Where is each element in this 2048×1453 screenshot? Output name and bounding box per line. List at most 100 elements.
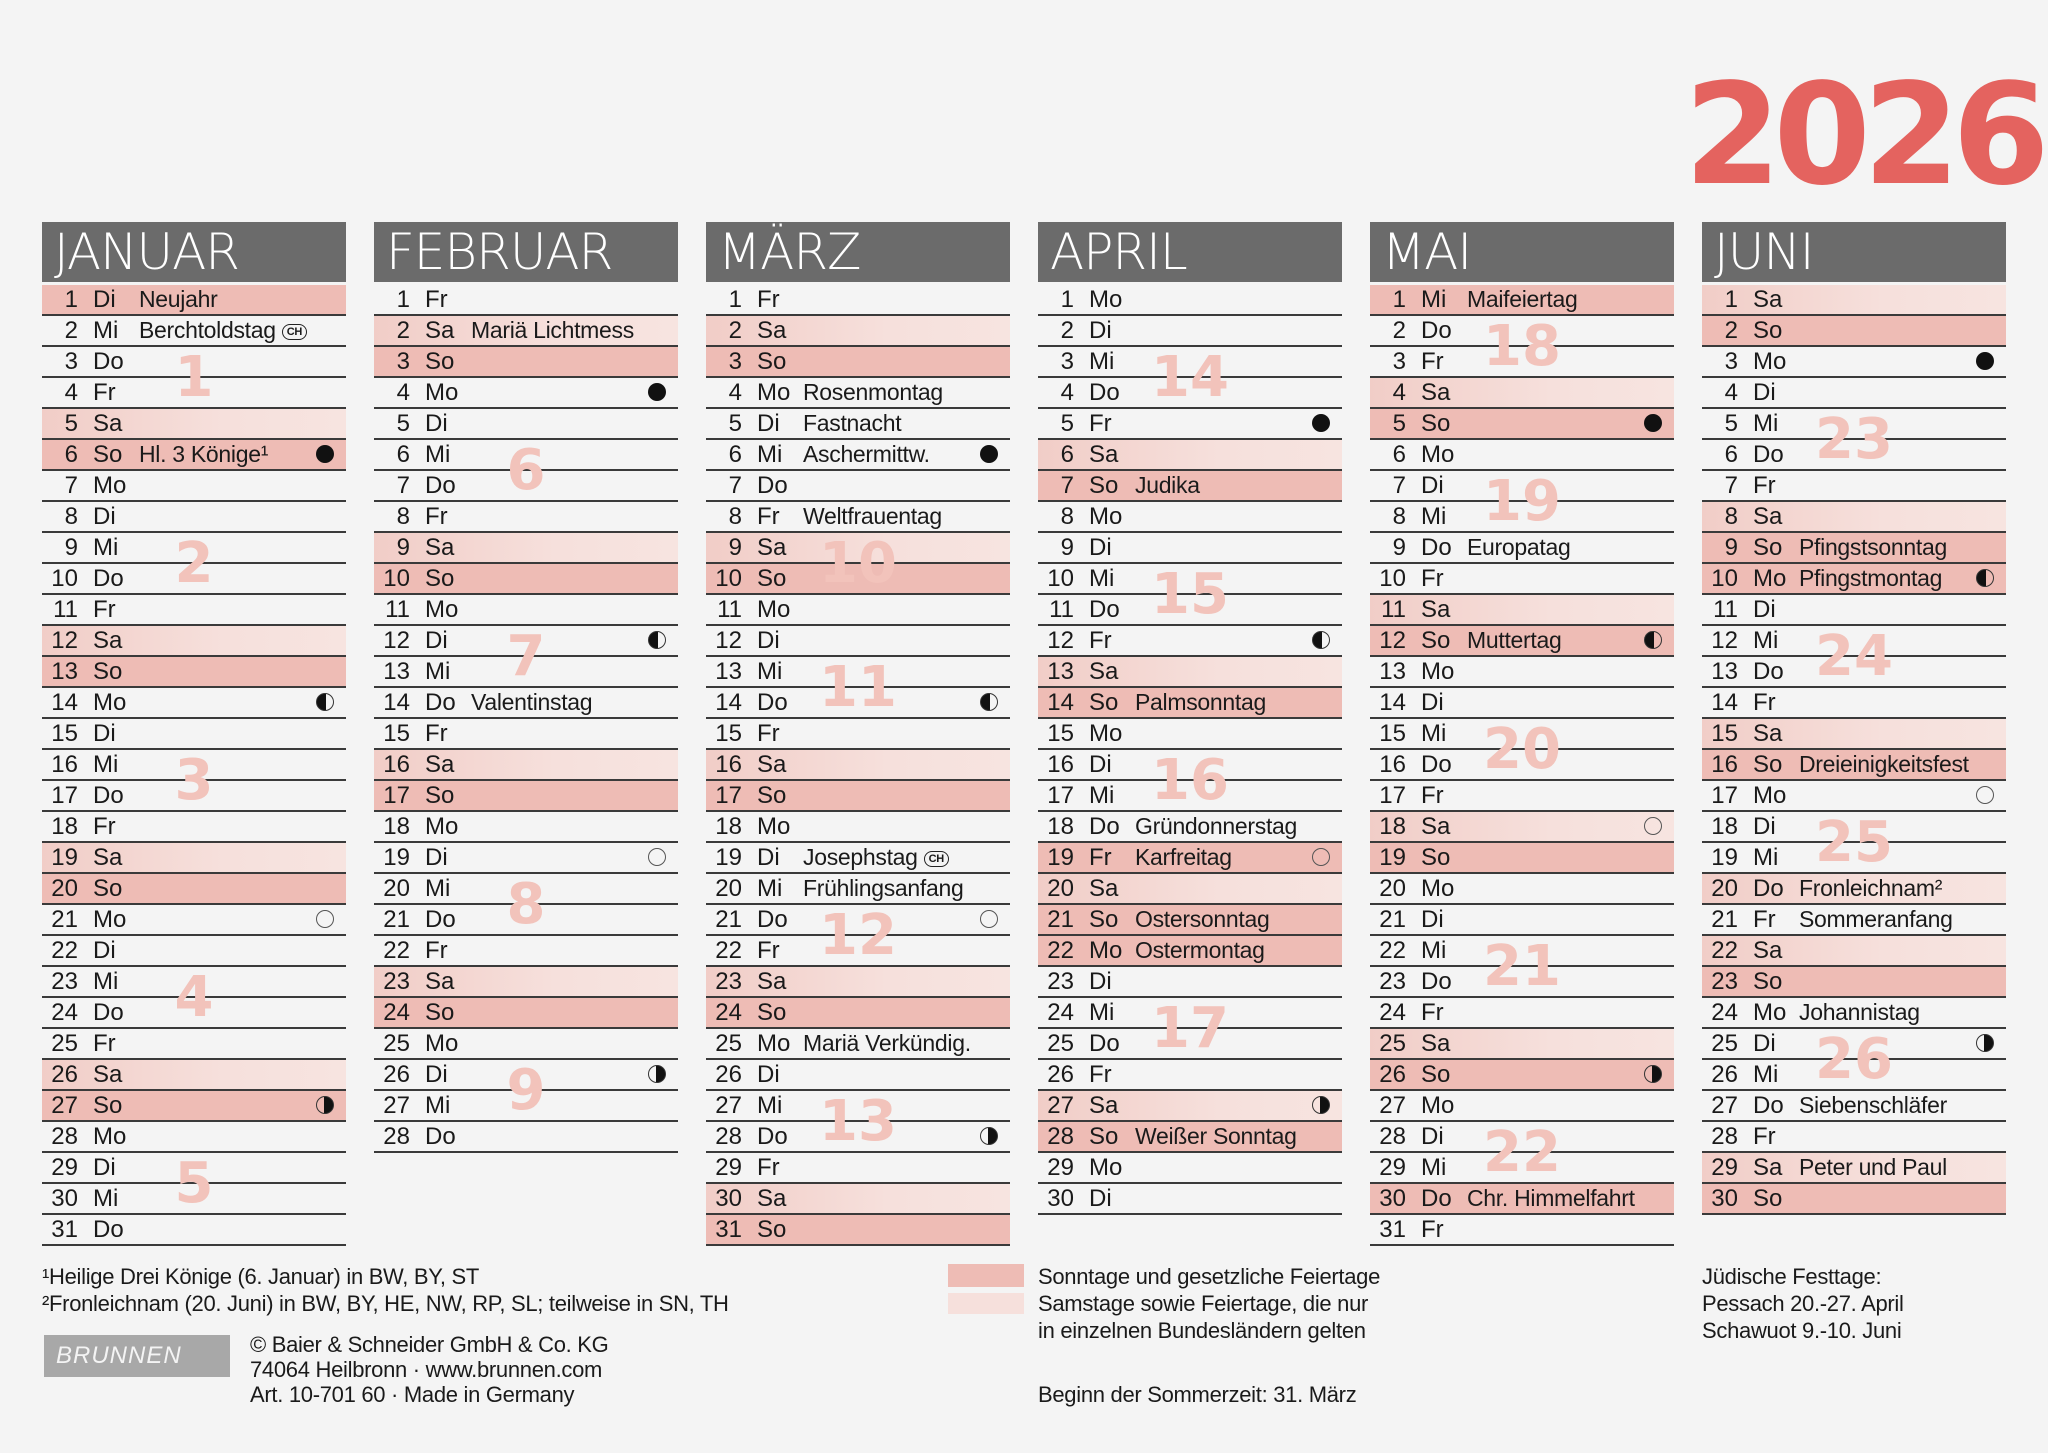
weekday: Do — [425, 472, 456, 499]
weekday: Mo — [1753, 565, 1787, 592]
day-row: 22 Mi — [1370, 936, 1674, 967]
weekday: Mo — [1753, 348, 1787, 375]
holiday-label: Fastnacht — [803, 410, 902, 436]
month-title: FEBRUAR — [374, 222, 678, 282]
holiday-label-wrap: Siebenschläfer — [1799, 1091, 1947, 1120]
holiday-label: Josephstag — [803, 844, 918, 870]
weekday: Mi — [1089, 565, 1115, 592]
holiday-label-wrap: Fronleichnam² — [1799, 874, 1942, 903]
day-number: 4 — [64, 379, 78, 406]
weekday: Sa — [1753, 286, 1783, 313]
day-row: 29 Sa Peter und Paul — [1702, 1153, 2006, 1184]
weekday: Mi — [93, 1185, 119, 1212]
week-number: 5 — [174, 1151, 214, 1216]
day-row: 19 Fr Karfreitag — [1038, 843, 1342, 874]
weekday: Sa — [425, 534, 455, 561]
day-row: 13 Do — [1702, 657, 2006, 688]
day-number: 5 — [728, 410, 742, 437]
day-number: 28 — [51, 1123, 78, 1150]
holiday-label: Mariä Lichtmess — [471, 317, 634, 343]
day-number: 17 — [51, 782, 78, 809]
day-list: 1 Mi Maifeiertag 2 Do 3 Fr 4 Sa 5 So 6 Mo 7 Di 8 Mi 9 Do Eu… — [1370, 285, 1674, 1246]
day-number: 24 — [383, 999, 410, 1026]
day-number: 17 — [1711, 782, 1738, 809]
weekday: Do — [1421, 751, 1452, 778]
day-number: 20 — [715, 875, 742, 902]
day-row: 18 Fr — [42, 812, 346, 843]
day-number: 30 — [1379, 1185, 1406, 1212]
holiday-label: Weltfrauentag — [803, 503, 942, 529]
weekday: Fr — [1421, 1216, 1444, 1243]
day-row: 25 Sa — [1370, 1029, 1674, 1060]
moon-full-icon — [1976, 352, 1994, 370]
moon-full-icon — [316, 445, 334, 463]
day-row: 23 Di — [1038, 967, 1342, 998]
weekday: Do — [93, 782, 124, 809]
month-title: JANUAR — [42, 222, 346, 282]
day-number: 8 — [396, 503, 410, 530]
weekday: Di — [93, 286, 116, 313]
holiday-label: Siebenschläfer — [1799, 1092, 1947, 1118]
day-list: 1 Sa 2 So 3 Mo 4 Di 5 Mi 6 Do 7 Fr 8 Sa 9 So Pfingstsonnta… — [1702, 285, 2006, 1215]
day-row: 23 So — [1702, 967, 2006, 998]
weekday: Do — [425, 689, 456, 716]
imprint-line-2: 74064 Heilbronn · www.brunnen.com — [250, 1357, 603, 1382]
weekday: Do — [93, 999, 124, 1026]
day-number: 22 — [715, 937, 742, 964]
day-row: 20 So — [42, 874, 346, 905]
day-row: 5 Di — [374, 409, 678, 440]
weekday: Do — [93, 348, 124, 375]
day-row: 9 Di — [1038, 533, 1342, 564]
holiday-label: Chr. Himmelfahrt — [1467, 1185, 1635, 1211]
day-number: 28 — [1711, 1123, 1738, 1150]
week-number: 3 — [174, 748, 214, 813]
day-number: 5 — [1392, 410, 1406, 437]
holiday-label: Weißer Sonntag — [1135, 1123, 1297, 1149]
moon-last-icon — [1312, 1096, 1330, 1114]
weekday: Mo — [1421, 658, 1455, 685]
day-row: 29 Mo — [1038, 1153, 1342, 1184]
day-row: 20 Mi — [374, 874, 678, 905]
day-number: 3 — [1392, 348, 1406, 375]
brunnen-logo: BRUNNEN — [44, 1335, 230, 1377]
day-row: 30 Di — [1038, 1184, 1342, 1215]
holiday-label-wrap: Palmsonntag — [1135, 688, 1266, 717]
day-row: 1 Mo — [1038, 285, 1342, 316]
weekday: Di — [1753, 813, 1776, 840]
holiday-label: Judika — [1135, 472, 1200, 498]
holiday-label-wrap: Chr. Himmelfahrt — [1467, 1184, 1635, 1213]
holiday-label-wrap: Europatag — [1467, 533, 1571, 562]
month-title: MÄRZ — [706, 222, 1010, 282]
day-number: 28 — [1047, 1123, 1074, 1150]
day-number: 1 — [1392, 286, 1406, 313]
day-row: 23 Do — [1370, 967, 1674, 998]
day-number: 29 — [1711, 1154, 1738, 1181]
day-row: 10 Mo Pfingstmontag — [1702, 564, 2006, 595]
day-number: 15 — [383, 720, 410, 747]
day-row: 29 Mi — [1370, 1153, 1674, 1184]
day-number: 2 — [64, 317, 78, 344]
weekday: Mo — [1089, 503, 1123, 530]
day-number: 17 — [1379, 782, 1406, 809]
holiday-label-wrap: Josephstag CH — [803, 843, 949, 872]
day-number: 25 — [1379, 1030, 1406, 1057]
holiday-label-wrap: Fastnacht — [803, 409, 902, 438]
day-number: 6 — [1724, 441, 1738, 468]
day-number: 8 — [64, 503, 78, 530]
day-number: 9 — [1392, 534, 1406, 561]
day-number: 23 — [1711, 968, 1738, 995]
holiday-label-wrap: Rosenmontag — [803, 378, 943, 407]
day-number: 12 — [715, 627, 742, 654]
weekday: Sa — [1089, 441, 1119, 468]
day-row: 17 Mo — [1702, 781, 2006, 812]
day-number: 26 — [715, 1061, 742, 1088]
day-row: 19 Mi — [1702, 843, 2006, 874]
day-row: 25 Fr — [42, 1029, 346, 1060]
day-number: 12 — [1379, 627, 1406, 654]
day-row: 15 Mi — [1370, 719, 1674, 750]
day-number: 15 — [1379, 720, 1406, 747]
week-number: 25 — [1815, 810, 1893, 875]
weekday: Mi — [757, 658, 783, 685]
weekday: Fr — [1421, 999, 1444, 1026]
weekday: Fr — [1421, 565, 1444, 592]
